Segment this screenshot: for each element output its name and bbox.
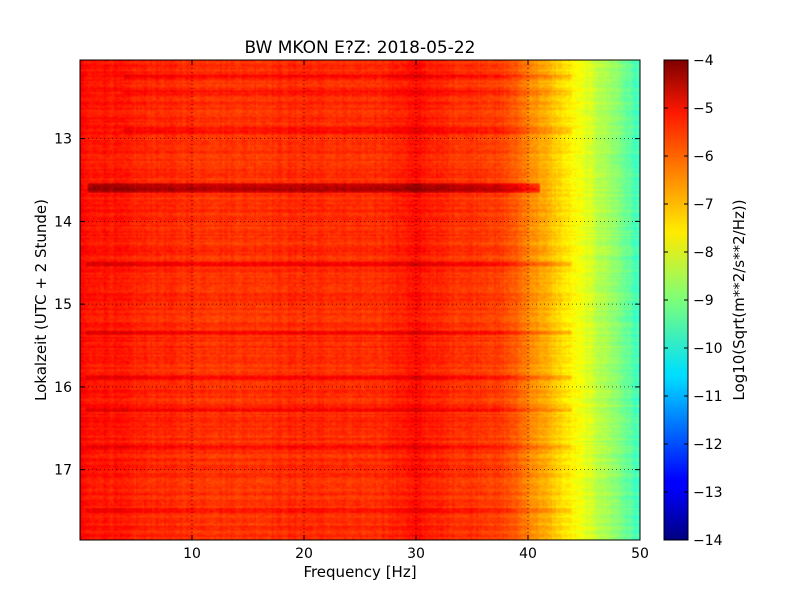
colorbar-tick-label: −6 bbox=[693, 149, 714, 165]
colorbar-tick-label: −4 bbox=[693, 53, 714, 69]
colorbar-tick-label: −5 bbox=[693, 101, 714, 117]
colorbar-tick-label: −13 bbox=[693, 485, 723, 501]
colorbar-tick-label: −7 bbox=[693, 197, 714, 213]
y-tick-label: 14 bbox=[54, 214, 72, 230]
x-tick-label: 20 bbox=[295, 546, 313, 562]
colorbar-tick-label: −8 bbox=[693, 245, 714, 261]
x-tick-label: 30 bbox=[407, 546, 425, 562]
x-tick-label: 40 bbox=[519, 546, 537, 562]
chart-title: BW MKON E?Z: 2018-05-22 bbox=[245, 38, 476, 58]
colorbar-tick-label: −10 bbox=[693, 341, 723, 357]
colorbar-tick-label: −9 bbox=[693, 293, 714, 309]
colorbar: −4 −5 −6 −7 −8 −9 −10 −11 −12 −13 −14 Log10(Sqrt(m… bbox=[663, 53, 748, 549]
plot-frame bbox=[79, 59, 641, 541]
y-tick-label: 15 bbox=[54, 297, 72, 313]
y-axis-label: Lokalzeit (UTC + 2 Stunde) bbox=[32, 199, 50, 401]
colorbar-ticks: −4 −5 −6 −7 −8 −9 −10 −11 −12 −13 −14 bbox=[664, 53, 723, 549]
colorbar-tick-label: −11 bbox=[693, 389, 723, 405]
x-axis: 10 20 30 40 50 bbox=[183, 60, 649, 562]
x-tick-label: 10 bbox=[183, 546, 201, 562]
colorbar-label: Log10(Sqrt(m**2/s**2/Hz)) bbox=[730, 199, 748, 400]
x-axis-label: Frequency [Hz] bbox=[303, 563, 416, 581]
y-tick-label: 17 bbox=[54, 463, 72, 479]
y-tick-label: 13 bbox=[54, 132, 72, 148]
grid-lines bbox=[80, 60, 640, 540]
x-tick-label: 50 bbox=[631, 546, 649, 562]
colorbar-tick-label: −14 bbox=[693, 533, 723, 549]
heatmap-image bbox=[80, 60, 640, 540]
y-axis: 13 14 15 16 17 bbox=[54, 132, 640, 479]
heatmap-area bbox=[80, 60, 640, 540]
colorbar-tick-label: −12 bbox=[693, 437, 723, 453]
y-tick-label: 16 bbox=[54, 380, 72, 396]
